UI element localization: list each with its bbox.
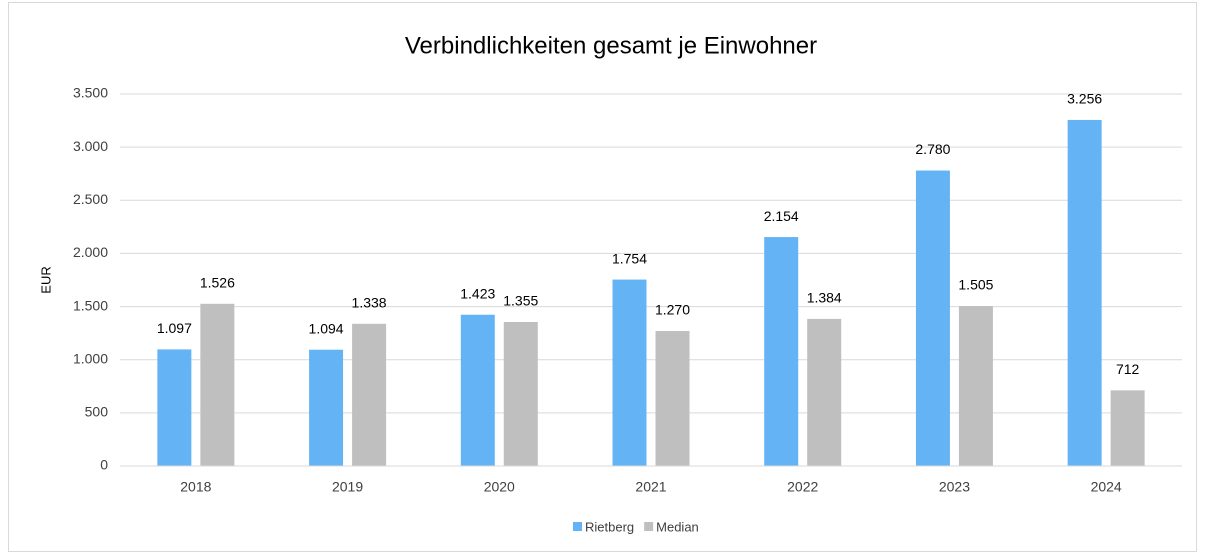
bar xyxy=(200,303,235,466)
bar xyxy=(157,349,192,466)
x-tick-label: 2020 xyxy=(484,479,515,495)
x-tick-label: 2022 xyxy=(787,479,818,495)
bar xyxy=(460,314,495,466)
x-tick-label: 2021 xyxy=(635,479,666,495)
bar xyxy=(1067,119,1102,466)
x-tick-label: 2019 xyxy=(332,479,363,495)
y-tick-label: 3.000 xyxy=(73,138,108,154)
value-label: 1.355 xyxy=(503,293,538,309)
value-label: 2.780 xyxy=(915,141,950,157)
bar xyxy=(807,318,842,466)
y-tick-label: 2.000 xyxy=(73,244,108,260)
y-tick-label: 2.500 xyxy=(73,191,108,207)
bar xyxy=(958,306,993,466)
value-label: 1.754 xyxy=(612,250,647,266)
x-tick-label: 2023 xyxy=(939,479,970,495)
value-label: 1.423 xyxy=(460,285,495,301)
value-label: 1.270 xyxy=(655,302,690,318)
legend-label: Rietberg xyxy=(585,519,634,534)
value-label: 1.338 xyxy=(352,294,387,310)
bar xyxy=(352,323,387,466)
legend-swatch xyxy=(644,522,654,531)
y-tick-label: 0 xyxy=(100,457,108,473)
bar xyxy=(503,321,538,466)
chart-frame xyxy=(8,2,1197,552)
value-label: 2.154 xyxy=(764,208,799,224)
value-label: 3.256 xyxy=(1067,91,1102,107)
bar xyxy=(655,331,690,466)
bar xyxy=(1110,390,1145,466)
chart-title: Verbindlichkeiten gesamt je Einwohner xyxy=(405,32,817,59)
bar xyxy=(915,170,950,467)
legend-swatch xyxy=(573,522,582,531)
bar xyxy=(309,349,344,466)
x-tick-label: 2024 xyxy=(1091,479,1122,495)
value-label: 1.097 xyxy=(157,320,192,336)
y-tick-label: 1.000 xyxy=(73,350,108,366)
value-label: 712 xyxy=(1116,361,1140,377)
value-label: 1.384 xyxy=(807,290,842,306)
y-tick-label: 3.500 xyxy=(73,85,108,101)
value-label: 1.526 xyxy=(200,275,235,291)
value-label: 1.505 xyxy=(958,277,993,293)
y-tick-label: 1.500 xyxy=(73,297,108,313)
y-tick-label: 500 xyxy=(85,404,109,420)
x-tick-label: 2018 xyxy=(180,479,211,495)
legend-label: Median xyxy=(656,519,699,534)
bar xyxy=(764,237,799,466)
y-axis-label: EUR xyxy=(38,266,53,293)
value-label: 1.094 xyxy=(309,320,344,336)
bar xyxy=(612,279,647,466)
